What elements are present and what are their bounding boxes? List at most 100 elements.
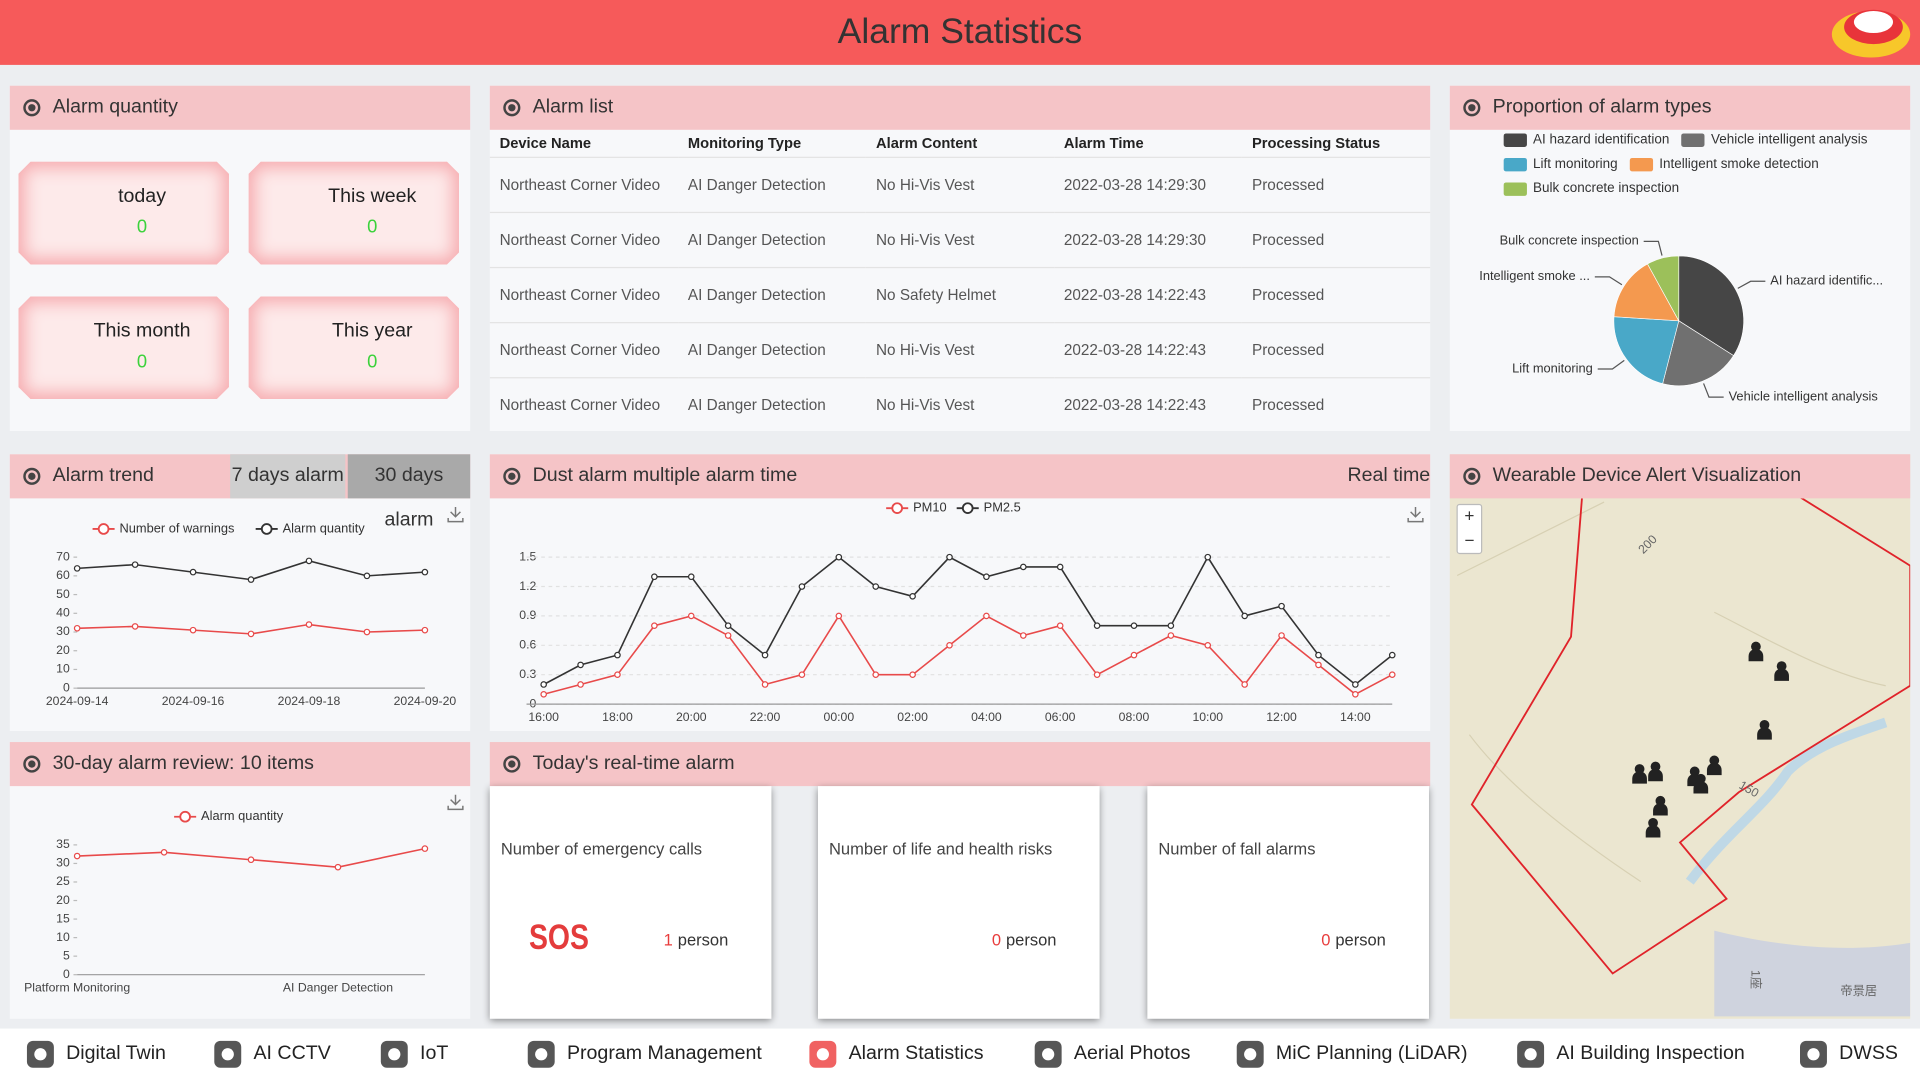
panel-title: 30-day alarm review: 10 items bbox=[9, 742, 471, 787]
download-icon[interactable] bbox=[447, 794, 464, 811]
data-point bbox=[577, 681, 584, 688]
data-point bbox=[1278, 632, 1285, 639]
card-count: 0 person bbox=[992, 931, 1057, 949]
worker-icon bbox=[1650, 761, 1661, 772]
y-tick-label: 10 bbox=[56, 662, 70, 676]
table-cell: 2022-03-28 14:29:30 bbox=[1054, 156, 1243, 213]
data-point bbox=[798, 671, 806, 679]
leader-line bbox=[1737, 280, 1766, 289]
worker-icon bbox=[1634, 764, 1645, 774]
data-point bbox=[687, 612, 695, 620]
data-point bbox=[651, 573, 658, 581]
data-point bbox=[189, 626, 197, 634]
nav-item[interactable]: DWSS bbox=[1839, 1043, 1898, 1065]
worker-icon bbox=[1693, 781, 1709, 794]
nav-icon-detail[interactable] bbox=[388, 1048, 401, 1061]
worker-icon bbox=[1632, 771, 1647, 784]
range-button[interactable]: 7 days alarm bbox=[230, 454, 346, 499]
column-header: Device Name bbox=[499, 134, 592, 152]
y-tick-label: 0.3 bbox=[519, 667, 536, 681]
road bbox=[1714, 930, 1911, 1017]
table-cell: 2022-03-28 14:29:30 bbox=[1054, 211, 1243, 268]
column-header: Alarm Content bbox=[876, 134, 978, 152]
realtime-panel: Today's real-time alarm bbox=[489, 742, 1431, 787]
legend-text: Number of warnings bbox=[120, 520, 235, 535]
page-title: Alarm Statistics bbox=[837, 12, 1083, 52]
mode-label: Real time bbox=[1347, 465, 1431, 487]
zoom-out[interactable]: − bbox=[1464, 530, 1474, 550]
card-label: This week bbox=[328, 186, 417, 207]
table-cell: Northeast Corner Video bbox=[489, 322, 679, 378]
nav-item[interactable]: Alarm Statistics bbox=[848, 1043, 984, 1065]
x-tick-label: 22:00 bbox=[750, 710, 781, 724]
nav-item[interactable]: Aerial Photos bbox=[1073, 1043, 1191, 1065]
card-count: 0 person bbox=[1321, 931, 1386, 949]
nav-icon-detail[interactable] bbox=[1807, 1048, 1820, 1061]
nav-item[interactable]: MiC Planning (LiDAR) bbox=[1275, 1043, 1468, 1065]
nav-item[interactable]: Digital Twin bbox=[66, 1043, 166, 1065]
x-tick-label: 14:00 bbox=[1340, 710, 1371, 724]
nav-icon-detail[interactable] bbox=[221, 1048, 234, 1061]
y-tick-label: 50 bbox=[56, 587, 70, 601]
legend-text: Alarm quantity bbox=[201, 808, 284, 823]
data-point bbox=[334, 863, 342, 871]
y-tick-label: 60 bbox=[56, 568, 70, 582]
nav-icon-detail[interactable] bbox=[1524, 1048, 1537, 1061]
table-cell: Northeast Corner Video bbox=[489, 266, 679, 323]
nav-icon-detail[interactable] bbox=[34, 1048, 47, 1061]
data-point bbox=[305, 557, 313, 565]
panel-title: Today's real-time alarm bbox=[489, 742, 1431, 787]
pie-slice bbox=[1613, 263, 1680, 322]
nav-item[interactable]: AI Building Inspection bbox=[1556, 1043, 1745, 1065]
legend-marker bbox=[260, 523, 273, 535]
quantity-card: today 0 bbox=[18, 161, 229, 265]
data-point bbox=[724, 622, 732, 630]
worker-icon bbox=[1706, 762, 1722, 776]
worker-icon bbox=[1645, 825, 1661, 838]
pie-slice bbox=[1647, 255, 1680, 321]
alarm-card: Number of emergency calls 1 person SOS bbox=[489, 786, 772, 1019]
card-label: This year bbox=[331, 320, 413, 342]
table-cell: 2022-03-28 14:22:43 bbox=[1054, 266, 1243, 323]
nav-icon-detail[interactable] bbox=[1042, 1048, 1055, 1061]
nav-icon-detail[interactable] bbox=[535, 1048, 548, 1061]
data-point bbox=[983, 573, 990, 581]
data-point bbox=[1167, 622, 1175, 630]
nav-item[interactable]: Program Management bbox=[566, 1043, 762, 1065]
y-tick-label: 20 bbox=[56, 893, 70, 907]
table-row: Northeast Corner Video AI Danger Detectio… bbox=[489, 322, 1431, 378]
fence bbox=[1470, 498, 1911, 975]
count-unit: person bbox=[1005, 930, 1057, 949]
leader-line bbox=[1643, 240, 1663, 256]
nav-icon-detail[interactable] bbox=[1244, 1048, 1257, 1061]
legend-marker bbox=[891, 502, 904, 514]
range-button[interactable]: 30 days alarm bbox=[347, 454, 471, 530]
alarm-table: Device Name Monitoring Type Alarm Content A… bbox=[489, 130, 1431, 433]
download-icon[interactable] bbox=[447, 506, 464, 523]
x-tick-label: 08:00 bbox=[1119, 710, 1150, 724]
zoom-in[interactable]: + bbox=[1464, 505, 1474, 525]
nav-item[interactable]: IoT bbox=[420, 1043, 449, 1065]
y-tick-label: 0.9 bbox=[519, 608, 536, 622]
data-point bbox=[761, 651, 769, 659]
worker-icon bbox=[1751, 641, 1761, 652]
leader-line bbox=[1702, 383, 1724, 398]
nav-icon-detail[interactable] bbox=[816, 1048, 829, 1061]
map-label: 帝景居 bbox=[1840, 983, 1877, 998]
series-line bbox=[543, 555, 1393, 686]
y-tick-label: 1.2 bbox=[519, 579, 536, 593]
legend-item: Lift monitoring bbox=[1503, 157, 1618, 171]
data-point bbox=[1093, 671, 1101, 679]
download-icon[interactable] bbox=[1407, 506, 1424, 523]
y-tick-label: 30 bbox=[56, 856, 70, 870]
data-point bbox=[1204, 642, 1212, 649]
legend-text: Intelligent smoke detection bbox=[1659, 156, 1819, 172]
y-tick-label: 25 bbox=[56, 874, 70, 888]
worker-icon bbox=[1648, 817, 1658, 828]
card-label: Number of emergency calls bbox=[500, 840, 703, 859]
nav-item[interactable]: AI CCTV bbox=[253, 1043, 331, 1065]
data-point bbox=[1315, 651, 1322, 659]
y-tick-label: 30 bbox=[56, 624, 70, 638]
legend-text: Alarm quantity bbox=[283, 520, 366, 535]
